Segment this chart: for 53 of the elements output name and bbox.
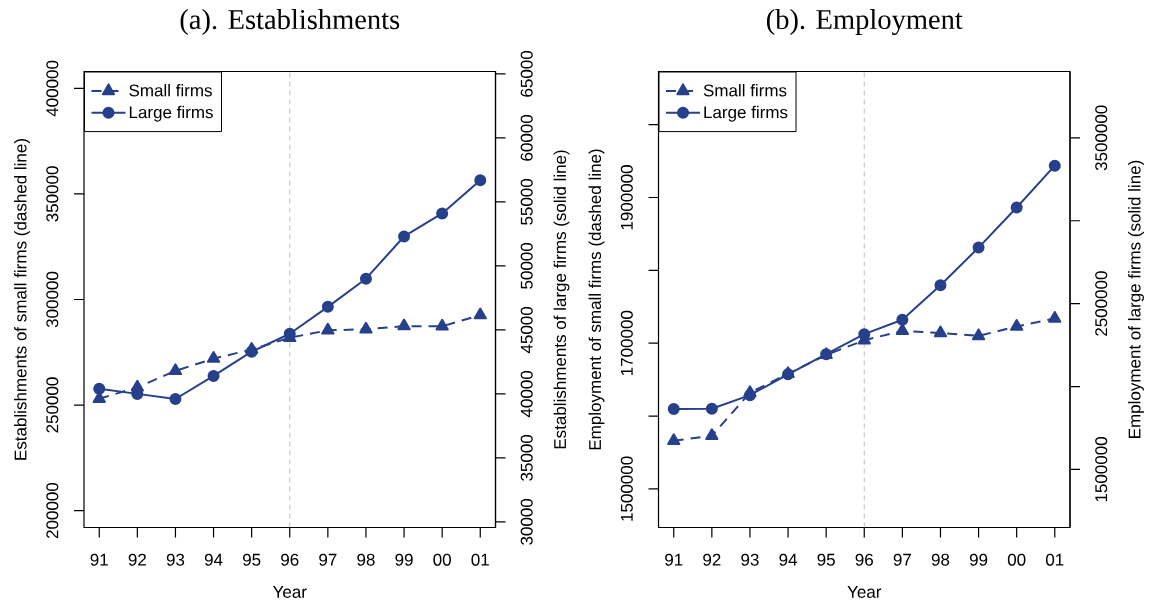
x-tick-label: 97 bbox=[893, 553, 911, 566]
x-tick-label: 00 bbox=[1007, 553, 1026, 566]
y2-tick-label: 40000 bbox=[520, 370, 533, 418]
legend-label: Small firms bbox=[703, 83, 787, 97]
y-tick-label: 250000 bbox=[46, 377, 59, 433]
legend-label: Large firms bbox=[704, 105, 788, 122]
y-tick-label: 200000 bbox=[46, 482, 59, 539]
x-tick-label: 91 bbox=[90, 553, 108, 566]
y2-tick-label: 1500000 bbox=[1095, 437, 1108, 502]
y2-axis-title: Employment of large firms (solid line) bbox=[1128, 160, 1144, 438]
x-tick-label: 92 bbox=[128, 553, 146, 566]
x-tick-label: 95 bbox=[817, 553, 835, 566]
x-tick-label: 93 bbox=[166, 553, 185, 566]
x-axis-title: Year bbox=[847, 586, 882, 598]
y2-tick-label: 50000 bbox=[520, 242, 533, 289]
x-tick-label: 97 bbox=[319, 553, 337, 566]
y-tick-label: 350000 bbox=[46, 166, 59, 222]
x-tick-label: 95 bbox=[242, 553, 261, 566]
y2-axis-title: Establishments of large firms (solid line) bbox=[553, 150, 570, 449]
y2-tick-label: 2500000 bbox=[1095, 271, 1108, 336]
y2-tick-label: 35000 bbox=[520, 434, 533, 481]
y2-tick-label: 45000 bbox=[520, 306, 533, 354]
x-tick-label: 92 bbox=[703, 553, 721, 566]
y2-tick-label: 65000 bbox=[520, 50, 533, 97]
y-axis-title: Establishments of small firms (dashed line) bbox=[14, 139, 30, 460]
x-axis-title: Year bbox=[272, 586, 307, 598]
x-tick-label: 01 bbox=[1045, 553, 1064, 566]
y2-tick-label: 30000 bbox=[520, 498, 533, 545]
y-tick-label: 1700000 bbox=[620, 310, 633, 375]
y-tick-label: 400000 bbox=[46, 60, 59, 117]
x-tick-label: 00 bbox=[433, 553, 451, 566]
x-tick-label: 99 bbox=[969, 553, 988, 566]
x-tick-label: 98 bbox=[931, 553, 950, 566]
x-tick-label: 96 bbox=[281, 553, 299, 566]
y-tick-label: 1900000 bbox=[620, 165, 633, 230]
x-tick-label: 98 bbox=[357, 553, 375, 566]
legend-label: Small firms bbox=[129, 83, 212, 97]
y-tick-label: 300000 bbox=[46, 271, 59, 328]
x-tick-label: 91 bbox=[665, 553, 683, 566]
x-tick-label: 94 bbox=[204, 553, 223, 566]
chart-title: (b). Employment bbox=[766, 9, 963, 35]
x-tick-label: 96 bbox=[855, 553, 873, 566]
y2-tick-label: 3500000 bbox=[1095, 105, 1108, 171]
y-tick-label: 1500000 bbox=[620, 456, 633, 521]
x-tick-label: 99 bbox=[395, 553, 413, 566]
y2-tick-label: 60000 bbox=[520, 114, 533, 161]
legend-label: Large firms bbox=[129, 105, 213, 122]
y2-tick-label: 55000 bbox=[520, 178, 533, 225]
chart-title: (a). Establishments bbox=[180, 9, 400, 35]
y-axis-title: Employment of small firms (dashed line) bbox=[588, 149, 605, 450]
x-tick-label: 01 bbox=[471, 553, 489, 566]
x-tick-label: 94 bbox=[779, 553, 798, 566]
x-tick-label: 93 bbox=[741, 553, 759, 566]
